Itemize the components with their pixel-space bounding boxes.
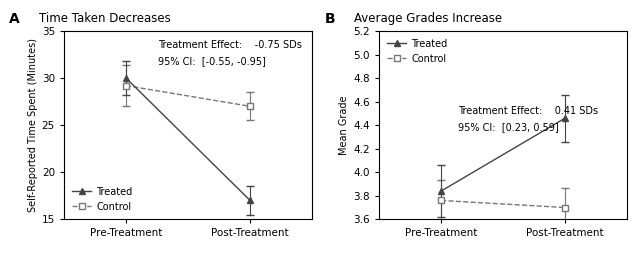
Text: Time Taken Decreases: Time Taken Decreases [39, 12, 171, 25]
Text: Average Grades Increase: Average Grades Increase [355, 12, 502, 25]
Text: Treatment Effect:    0.41 SDs
95% CI:  [0.23, 0.59]: Treatment Effect: 0.41 SDs 95% CI: [0.23… [458, 106, 598, 132]
Y-axis label: Self-Reported Time Spent (Minutes): Self-Reported Time Spent (Minutes) [28, 38, 38, 212]
Y-axis label: Mean Grade: Mean Grade [339, 95, 349, 155]
Legend: Treated, Control: Treated, Control [384, 36, 451, 67]
Legend: Treated, Control: Treated, Control [69, 184, 135, 214]
Text: Treatment Effect:    -0.75 SDs
95% CI:  [-0.55, -0.95]: Treatment Effect: -0.75 SDs 95% CI: [-0.… [158, 41, 302, 66]
Text: A: A [10, 12, 20, 26]
Text: B: B [324, 12, 335, 26]
